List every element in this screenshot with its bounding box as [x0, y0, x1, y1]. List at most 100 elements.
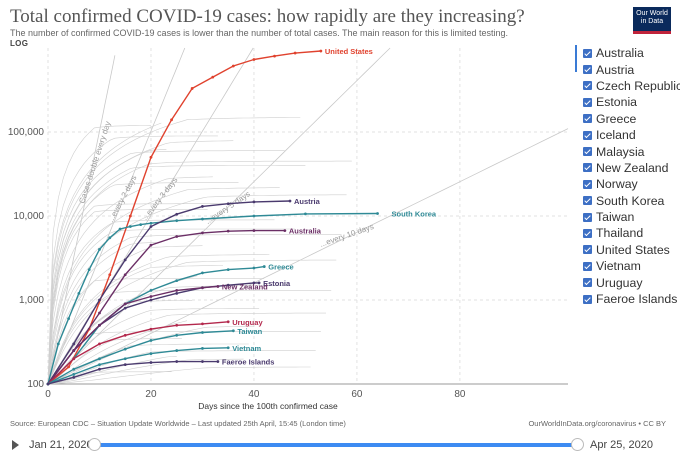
series-point: [98, 323, 101, 327]
logo-line-2: in Data: [640, 18, 664, 25]
legend-item[interactable]: Australia: [583, 45, 678, 61]
legend-item[interactable]: Czech Republic: [583, 78, 680, 94]
series-label: Uruguay: [232, 318, 263, 327]
timeline-start-date: Jan 21, 2020: [29, 439, 93, 451]
background-country-line: [47, 254, 270, 385]
legend-item[interactable]: Faeroe Islands: [583, 291, 678, 307]
y-tick-label: 1,000: [19, 295, 44, 306]
series-line: [47, 265, 265, 385]
legend-label: New Zealand: [596, 160, 669, 175]
series-point: [201, 205, 204, 208]
series-point: [226, 346, 230, 350]
play-icon[interactable]: [12, 440, 19, 450]
series-label: Greece: [268, 263, 293, 272]
logo-line-1: Our World: [636, 10, 668, 17]
legend-item[interactable]: Estonia: [583, 94, 678, 110]
legend-label: South Korea: [596, 193, 665, 208]
checkbox-checked-icon[interactable]: [583, 261, 592, 271]
timeline-track[interactable]: [93, 443, 577, 447]
checkbox-checked-icon[interactable]: [583, 114, 592, 124]
background-country-line: [47, 182, 239, 385]
series-point: [72, 375, 76, 379]
background-country-line: [47, 228, 296, 385]
series-point: [201, 322, 204, 326]
series-point: [123, 363, 127, 367]
series-label: Australia: [289, 227, 322, 236]
checkbox-checked-icon[interactable]: [583, 81, 592, 91]
legend-item[interactable]: Uruguay: [583, 274, 678, 290]
checkbox-checked-icon[interactable]: [583, 163, 592, 173]
checkbox-checked-icon[interactable]: [583, 147, 592, 157]
series-point: [149, 298, 153, 302]
legend-label: Thailand: [596, 226, 644, 241]
timeline-end-handle[interactable]: [571, 438, 584, 451]
series-point: [72, 357, 76, 361]
legend-item[interactable]: Thailand: [583, 225, 678, 241]
doubling-guide-label: ...every 5 days: [204, 189, 252, 226]
checkbox-checked-icon[interactable]: [583, 97, 592, 107]
x-tick-label: 0: [45, 389, 51, 400]
legend-item[interactable]: Malaysia: [583, 143, 678, 159]
series-label: Estonia: [263, 279, 291, 288]
doubling-guide-line: [47, 47, 391, 385]
legend-item[interactable]: Austria: [583, 61, 678, 77]
legend-label: Greece: [596, 111, 637, 126]
series-point: [262, 265, 266, 268]
checkbox-checked-icon[interactable]: [583, 130, 592, 140]
series-point: [72, 373, 76, 376]
series-point: [175, 279, 179, 283]
series-point: [252, 200, 256, 204]
checkbox-checked-icon[interactable]: [583, 294, 592, 304]
background-country-line: [47, 135, 218, 385]
series-point: [226, 229, 230, 233]
series-point: [77, 291, 81, 295]
series-label: United States: [325, 47, 373, 56]
credit-link[interactable]: OurWorldInData.org/coronavirus • CC BY: [528, 419, 666, 428]
series-point: [226, 268, 230, 272]
series-point: [123, 333, 127, 337]
checkbox-checked-icon[interactable]: [583, 212, 592, 222]
legend-item[interactable]: United States: [583, 242, 678, 258]
series-label: Faeroe Islands: [222, 358, 275, 367]
checkbox-checked-icon[interactable]: [583, 278, 592, 288]
series-point: [175, 323, 179, 327]
checkbox-checked-icon[interactable]: [583, 65, 592, 75]
series-point: [288, 199, 292, 203]
checkbox-checked-icon[interactable]: [583, 179, 592, 189]
series-point: [98, 311, 101, 315]
series-point: [149, 327, 153, 331]
series-point: [123, 258, 127, 262]
series-point: [175, 333, 179, 337]
owid-logo[interactable]: Our World in Data: [633, 7, 671, 34]
series-point: [149, 352, 153, 356]
series-line: [47, 330, 234, 385]
series-point: [257, 281, 261, 285]
series-point: [175, 289, 179, 292]
series-point: [67, 317, 70, 321]
timeline-start-handle[interactable]: [88, 438, 101, 451]
timeline-slider[interactable]: Jan 21, 2020 Apr 25, 2020: [0, 434, 680, 455]
series-point: [67, 365, 70, 369]
source-note: Source: European CDC – Situation Update …: [10, 419, 346, 428]
series-point: [72, 367, 76, 371]
series-point: [118, 227, 122, 231]
checkbox-checked-icon[interactable]: [583, 196, 592, 206]
legend-item[interactable]: New Zealand: [583, 160, 678, 176]
x-tick-label: 20: [145, 389, 157, 400]
checkbox-checked-icon[interactable]: [583, 245, 592, 255]
checkbox-checked-icon[interactable]: [583, 228, 592, 238]
legend-scroll-indicator[interactable]: [575, 45, 577, 72]
checkbox-checked-icon[interactable]: [583, 48, 592, 58]
legend-item[interactable]: Taiwan: [583, 209, 678, 225]
legend-item[interactable]: Norway: [583, 176, 678, 192]
series-point: [319, 49, 323, 53]
series-line: [47, 321, 229, 385]
legend-label: Vietnam: [596, 259, 641, 274]
legend-item[interactable]: South Korea: [583, 193, 678, 209]
series-point: [175, 212, 179, 216]
legend-item[interactable]: Greece: [583, 111, 678, 127]
log-scale-toggle[interactable]: LOG: [10, 39, 29, 48]
legend-item[interactable]: Vietnam: [583, 258, 678, 274]
series-point: [149, 361, 153, 364]
legend-item[interactable]: Iceland: [583, 127, 678, 143]
